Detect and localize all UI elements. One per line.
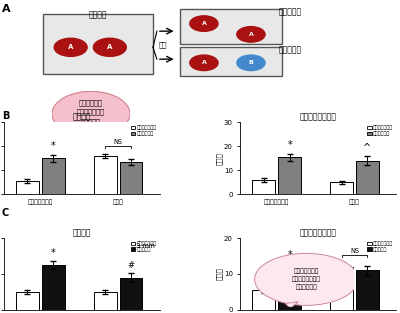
Bar — [180, 8, 282, 44]
Circle shape — [190, 16, 218, 31]
Text: *: * — [287, 249, 292, 259]
Y-axis label: 接触数: 接触数 — [216, 152, 222, 165]
Bar — [94, 292, 116, 310]
Text: 物体テスト: 物体テスト — [278, 46, 302, 55]
Bar — [252, 290, 275, 310]
Y-axis label: 接触数: 接触数 — [216, 268, 222, 280]
Text: *: * — [51, 248, 56, 258]
Ellipse shape — [52, 91, 130, 136]
Text: A: A — [107, 44, 112, 50]
Text: A: A — [248, 32, 253, 37]
Text: C: C — [2, 208, 9, 218]
Bar — [120, 278, 142, 310]
Bar — [180, 47, 282, 76]
Polygon shape — [105, 134, 116, 142]
Bar — [43, 14, 153, 74]
Text: 中隔除去群は
移動した物体が
わからない: 中隔除去群は 移動した物体が わからない — [77, 100, 105, 125]
Bar — [16, 181, 39, 194]
Bar — [120, 162, 142, 194]
Bar — [42, 158, 65, 194]
Title: マイネルト基底核: マイネルト基底核 — [300, 113, 337, 121]
Text: A: A — [2, 4, 11, 14]
Bar — [94, 156, 116, 194]
Text: NS: NS — [350, 248, 359, 254]
Text: A: A — [202, 21, 206, 26]
Bar — [356, 270, 379, 310]
Title: 内側中隔: 内側中隔 — [72, 228, 91, 237]
Ellipse shape — [255, 253, 358, 305]
Bar — [42, 265, 65, 310]
Circle shape — [54, 38, 87, 56]
Text: *: * — [51, 141, 56, 151]
Text: ^: ^ — [364, 143, 372, 153]
Circle shape — [237, 27, 265, 42]
Text: A: A — [68, 44, 73, 50]
Bar — [278, 157, 301, 194]
Text: #: # — [128, 261, 134, 270]
Bar — [16, 292, 39, 310]
Text: B: B — [2, 111, 9, 121]
Bar — [330, 182, 353, 194]
Text: NS: NS — [114, 139, 122, 145]
Circle shape — [93, 38, 126, 56]
Text: マイネルト核除
去群は新しい物体
がわからない: マイネルト核除 去群は新しい物体 がわからない — [292, 269, 321, 290]
Text: A: A — [202, 60, 206, 65]
Bar — [330, 267, 353, 310]
Text: 3 min: 3 min — [136, 243, 155, 249]
Text: B: B — [248, 60, 253, 65]
Bar — [252, 180, 275, 194]
Circle shape — [237, 55, 265, 71]
Title: マイネルト基底核: マイネルト基底核 — [300, 228, 337, 237]
Circle shape — [190, 55, 218, 71]
Text: *: * — [287, 140, 292, 150]
Legend: そのままの物体, 移動した物体: そのままの物体, 移動した物体 — [367, 125, 394, 136]
Polygon shape — [285, 302, 298, 308]
Title: 内側中隔: 内側中隔 — [72, 113, 91, 121]
Text: 遅延: 遅延 — [158, 42, 167, 49]
Bar — [278, 269, 301, 310]
Text: 空間テスト: 空間テスト — [278, 8, 302, 17]
Legend: そのままの物体, 新しい物体: そのままの物体, 新しい物体 — [367, 240, 394, 252]
Legend: そのままの物体, 移動した物体: そのままの物体, 移動した物体 — [130, 125, 157, 136]
Bar — [356, 161, 379, 194]
Legend: そのままの物体, 新しい物体: そのままの物体, 新しい物体 — [130, 240, 157, 252]
Text: 物体探索: 物体探索 — [89, 11, 107, 20]
